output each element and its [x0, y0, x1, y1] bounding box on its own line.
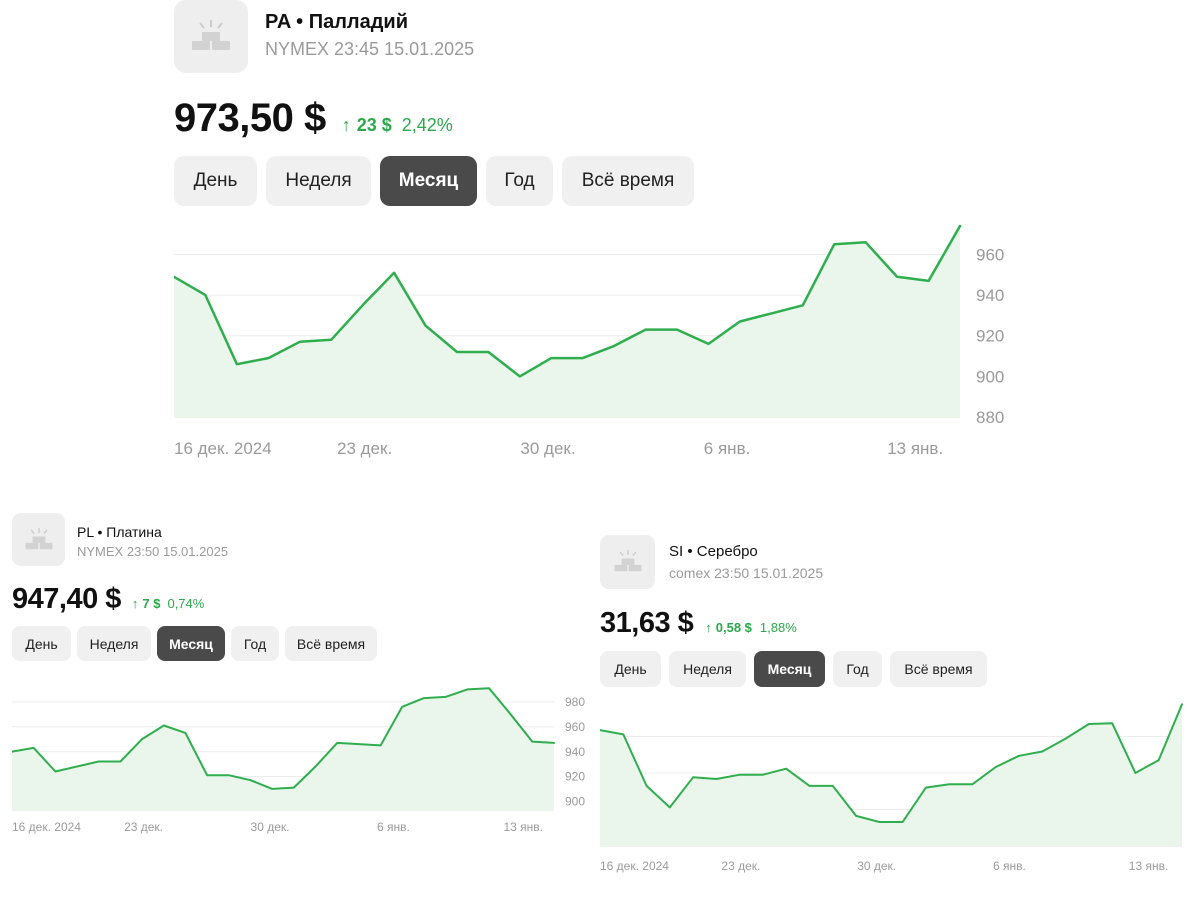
- metal-bars-icon: [174, 0, 248, 73]
- instrument-name: Палладий: [308, 11, 409, 33]
- series-line: [12, 687, 555, 790]
- y-tick-label: 880: [976, 408, 1004, 427]
- ticker: PL: [77, 524, 94, 540]
- change-abs: 23 $: [356, 115, 392, 135]
- price-chart: 16 дек. 2024 23 дек. 30 дек. 6 янв. 13 янв.: [600, 703, 1183, 873]
- arrow-up-icon: ↑: [131, 596, 139, 611]
- metal-bars-icon: [12, 513, 65, 566]
- x-tick-label: 16 дек. 2024: [600, 859, 669, 873]
- tab-week[interactable]: Неделя: [77, 626, 151, 661]
- change-pct: 0,74%: [167, 596, 205, 611]
- instrument-header: PL • Платина NYMEX 23:50 15.01.2025: [12, 513, 228, 566]
- price-chart: 880 900 920 940 960 16 дек. 2024 23 дек. 30 дек…: [174, 224, 1004, 458]
- metal-bars-icon: [600, 535, 655, 589]
- tab-month[interactable]: Месяц: [754, 651, 825, 687]
- exchange-timestamp: comex 23:50 15.01.2025: [669, 565, 824, 581]
- instrument-header: PA • Палладий NYMEX 23:45 15.01.2025: [174, 0, 474, 73]
- y-tick-label: 900: [565, 794, 585, 808]
- price: 31,63 $: [600, 607, 694, 639]
- tab-year[interactable]: Год: [486, 156, 553, 206]
- change-abs: 0,58 $: [715, 620, 752, 635]
- arrow-up-icon: ↑: [705, 620, 712, 635]
- y-tick-label: 960: [565, 720, 585, 734]
- exchange-timestamp: NYMEX 23:45 15.01.2025: [265, 39, 475, 59]
- x-tick-label: 16 дек. 2024: [174, 439, 272, 458]
- x-tick-label: 23 дек.: [337, 439, 392, 458]
- series-area: [174, 226, 960, 417]
- period-tabs: День Неделя Месяц Год Всё время: [12, 626, 377, 661]
- arrow-up-icon: ↑: [341, 115, 351, 135]
- exchange-timestamp: NYMEX 23:50 15.01.2025: [77, 544, 229, 559]
- change: ↑ 23 $ 2,42%: [342, 115, 453, 136]
- period-tabs: День Неделя Месяц Год Всё время: [174, 156, 694, 206]
- x-tick-label: 6 янв.: [377, 820, 410, 834]
- separator: •: [296, 11, 304, 33]
- x-tick-label: 30 дек.: [857, 859, 896, 873]
- y-tick-label: 960: [976, 245, 1004, 264]
- x-tick-label: 23 дек.: [124, 820, 163, 834]
- card-silver: SI • Серебро comex 23:50 15.01.2025 31,6…: [600, 535, 1200, 880]
- x-tick-label: 30 дек.: [520, 439, 575, 458]
- tab-year[interactable]: Год: [833, 651, 882, 687]
- x-tick-label: 30 дек.: [251, 820, 290, 834]
- change: ↑ 0,58 $ 1,88%: [705, 620, 797, 635]
- tab-all-time[interactable]: Всё время: [562, 156, 694, 206]
- y-tick-label: 980: [565, 695, 585, 709]
- y-tick-label: 940: [565, 745, 585, 759]
- separator: •: [687, 543, 693, 560]
- x-tick-label: 13 янв.: [1129, 859, 1169, 873]
- separator: •: [97, 524, 103, 540]
- y-tick-label: 920: [565, 770, 585, 784]
- change-abs: 7 $: [142, 596, 161, 611]
- series-area: [12, 688, 554, 810]
- x-tick-label: 6 янв.: [704, 439, 751, 458]
- ticker: PA: [265, 11, 291, 33]
- instrument-header: SI • Серебро comex 23:50 15.01.2025: [600, 535, 823, 589]
- period-tabs: День Неделя Месяц Год Всё время: [600, 651, 987, 687]
- tab-all-time[interactable]: Всё время: [890, 651, 987, 687]
- change-pct: 1,88%: [759, 620, 797, 635]
- tab-all-time[interactable]: Всё время: [285, 626, 377, 661]
- series-line: [600, 703, 1183, 823]
- price: 973,50 $: [174, 96, 326, 140]
- change: ↑ 7 $ 0,74%: [132, 596, 204, 611]
- tab-week[interactable]: Неделя: [266, 156, 371, 206]
- instrument-name: Платина: [106, 524, 162, 540]
- card-platinum: PL • Платина NYMEX 23:50 15.01.2025 947,…: [12, 513, 592, 843]
- y-tick-label: 920: [976, 327, 1004, 346]
- x-tick-label: 6 янв.: [993, 859, 1026, 873]
- tab-month[interactable]: Месяц: [157, 626, 225, 661]
- series-line: [174, 224, 962, 378]
- tab-day[interactable]: День: [12, 626, 71, 661]
- y-tick-label: 940: [976, 286, 1004, 305]
- series-area: [600, 704, 1182, 846]
- tab-month[interactable]: Месяц: [380, 156, 477, 206]
- price: 947,40 $: [12, 583, 121, 615]
- ticker: SI: [669, 543, 684, 560]
- change-pct: 2,42%: [401, 115, 453, 135]
- tab-day[interactable]: День: [174, 156, 257, 206]
- card-palladium: PA • Палладий NYMEX 23:45 15.01.2025 973…: [174, 0, 1174, 460]
- tab-day[interactable]: День: [600, 651, 661, 687]
- y-tick-label: 900: [976, 367, 1004, 386]
- x-tick-label: 13 янв.: [887, 439, 943, 458]
- tab-week[interactable]: Неделя: [669, 651, 746, 687]
- x-tick-label: 23 дек.: [721, 859, 760, 873]
- price-chart: 900 920 940 960 980 16 дек. 2024 23 дек. 30 дек…: [12, 687, 585, 834]
- x-tick-label: 16 дек. 2024: [12, 820, 81, 834]
- x-tick-label: 13 янв.: [503, 820, 543, 834]
- instrument-name: Серебро: [696, 543, 758, 560]
- tab-year[interactable]: Год: [231, 626, 279, 661]
